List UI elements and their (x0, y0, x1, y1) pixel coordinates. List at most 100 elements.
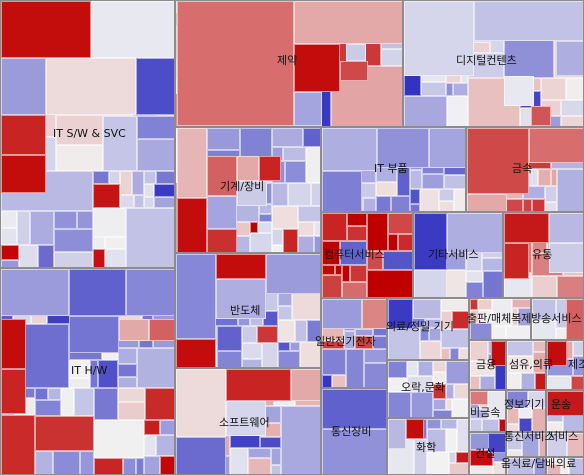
stock-tile[interactable] (470, 419, 482, 431)
stock-tile[interactable] (427, 452, 449, 474)
stock-tile[interactable] (93, 184, 120, 208)
stock-tile[interactable] (433, 361, 446, 372)
stock-tile[interactable] (545, 202, 557, 211)
stock-tile[interactable] (294, 44, 340, 92)
stock-tile[interactable] (441, 329, 468, 348)
stock-tile[interactable] (350, 265, 367, 282)
stock-tile[interactable] (216, 279, 266, 319)
stock-tile[interactable] (433, 372, 446, 384)
stock-tile[interactable] (459, 348, 468, 359)
stock-tile[interactable] (271, 465, 281, 474)
stock-tile[interactable] (470, 391, 488, 405)
stock-tile[interactable] (427, 419, 441, 429)
stock-tile[interactable] (132, 171, 144, 195)
stock-tile[interactable] (466, 282, 483, 297)
stock-tile[interactable] (429, 328, 441, 341)
stock-tile[interactable] (388, 392, 411, 417)
stock-tile[interactable] (404, 74, 421, 96)
stock-tile[interactable] (452, 311, 468, 329)
stock-tile[interactable] (418, 361, 433, 376)
stock-tile[interactable] (507, 373, 521, 389)
stock-tile[interactable] (69, 269, 126, 316)
stock-tile[interactable] (519, 418, 532, 431)
stock-tile[interactable] (242, 326, 257, 343)
stock-tile[interactable] (1, 155, 46, 193)
stock-tile[interactable] (504, 213, 549, 243)
stock-tile[interactable] (532, 321, 556, 339)
stock-tile[interactable] (367, 270, 412, 297)
stock-tile[interactable] (507, 424, 519, 431)
stock-tile[interactable] (449, 452, 456, 463)
stock-tile[interactable] (1, 1, 91, 58)
stock-tile[interactable] (411, 392, 433, 417)
stock-tile[interactable] (547, 458, 561, 464)
sector-block[interactable] (413, 212, 503, 298)
stock-tile[interactable] (119, 319, 149, 341)
stock-tile[interactable] (298, 206, 320, 222)
stock-tile[interactable] (407, 361, 418, 376)
stock-tile[interactable] (262, 343, 278, 367)
stock-tile[interactable] (347, 226, 367, 241)
stock-tile[interactable] (278, 351, 300, 367)
stock-tile[interactable] (470, 361, 495, 376)
stock-tile[interactable] (446, 429, 457, 452)
stock-tile[interactable] (561, 100, 583, 116)
stock-tile[interactable] (439, 189, 454, 201)
stock-tile[interactable] (547, 391, 583, 416)
stock-tile[interactable] (314, 222, 320, 236)
stock-tile[interactable] (569, 458, 583, 474)
stock-tile[interactable] (470, 376, 480, 389)
stock-tile[interactable] (561, 116, 583, 126)
stock-tile[interactable] (294, 1, 402, 44)
stock-tile[interactable] (91, 1, 174, 58)
stock-tile[interactable] (242, 359, 262, 367)
stock-tile[interactable] (248, 448, 271, 458)
stock-tile[interactable] (136, 58, 174, 115)
stock-tile[interactable] (278, 342, 290, 351)
sector-block[interactable] (321, 388, 387, 475)
stock-tile[interactable] (259, 214, 272, 222)
stock-tile[interactable] (346, 349, 364, 387)
stock-tile[interactable] (177, 1, 294, 126)
sector-block[interactable] (506, 390, 546, 432)
stock-tile[interactable] (176, 339, 216, 367)
stock-tile[interactable] (335, 265, 342, 275)
stock-tile[interactable] (226, 401, 266, 436)
stock-tile[interactable] (294, 92, 322, 126)
sector-block[interactable] (546, 457, 584, 475)
stock-tile[interactable] (470, 450, 493, 466)
stock-tile[interactable] (271, 448, 281, 465)
stock-tile[interactable] (533, 352, 545, 373)
stock-tile[interactable] (422, 174, 444, 189)
stock-tile[interactable] (376, 196, 391, 211)
stock-tile[interactable] (322, 375, 332, 387)
stock-tile[interactable] (283, 229, 298, 252)
stock-tile[interactable] (207, 156, 237, 196)
stock-tile[interactable] (53, 451, 80, 474)
stock-tile[interactable] (69, 316, 119, 353)
stock-tile[interactable] (492, 326, 506, 339)
sector-block[interactable] (469, 432, 506, 475)
stock-tile[interactable] (541, 78, 566, 100)
stock-tile[interactable] (30, 211, 54, 245)
stock-tile[interactable] (528, 391, 545, 408)
stock-tile[interactable] (499, 419, 505, 431)
stock-tile[interactable] (488, 433, 505, 453)
stock-tile[interactable] (290, 342, 300, 351)
stock-tile[interactable] (272, 245, 283, 252)
stock-tile[interactable] (123, 458, 136, 474)
sector-block[interactable] (175, 368, 321, 475)
sector-block[interactable] (0, 268, 175, 475)
stock-tile[interactable] (250, 233, 272, 252)
stock-tile[interactable] (322, 389, 386, 429)
stock-tile[interactable] (547, 341, 567, 366)
stock-tile[interactable] (54, 229, 93, 252)
stock-tile[interactable] (535, 373, 545, 389)
stock-tile[interactable] (298, 222, 314, 236)
stock-tile[interactable] (94, 458, 123, 474)
stock-tile[interactable] (439, 201, 454, 211)
stock-tile[interactable] (388, 213, 412, 234)
stock-tile[interactable] (410, 189, 420, 204)
sector-block[interactable] (175, 0, 403, 127)
stock-tile[interactable] (346, 44, 366, 61)
